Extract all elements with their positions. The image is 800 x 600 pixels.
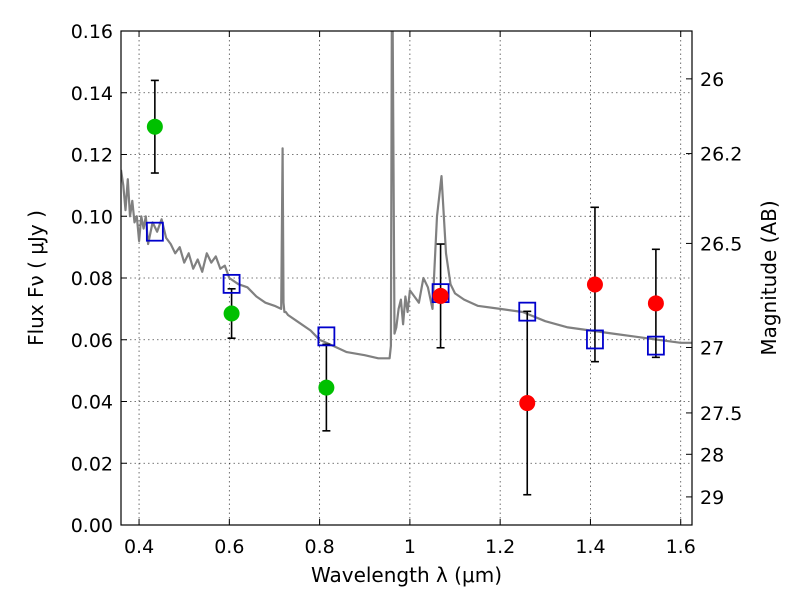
model-photometry-square [317, 326, 336, 347]
y2-tick-label: 26 [700, 69, 724, 91]
y-tick-label: 0.08 [71, 268, 113, 290]
y-tick-label: 0.06 [71, 330, 113, 352]
y-tick-label: 0.14 [71, 83, 113, 105]
y-tick-label: 0.02 [71, 453, 113, 475]
green-data-point [146, 118, 163, 135]
plot-area [121, 31, 692, 496]
x-tick-label: 1 [404, 536, 416, 558]
model-spectrum-line [121, 31, 692, 360]
y-tick-label: 0.00 [71, 515, 113, 537]
y2-tick-label: 27 [700, 337, 724, 359]
red-data-point [586, 276, 603, 293]
y-tick-label: 0.04 [71, 392, 113, 414]
y2-tick-label: 26.2 [700, 144, 742, 166]
x-tick-label: 1.6 [666, 536, 696, 558]
x-tick-label: 0.6 [214, 536, 244, 558]
red-data-point [432, 287, 449, 304]
model-photometry-square [586, 329, 604, 350]
x-tick-label: 1.4 [575, 536, 605, 558]
y-tick-label: 0.10 [71, 206, 113, 228]
red-data-point [647, 295, 664, 312]
model-photometry-square [518, 301, 537, 322]
red-data-point [519, 395, 536, 412]
y-axis-label: Flux Fν ( μJy ) [24, 210, 48, 346]
y2-tick-label: 26.5 [700, 233, 742, 255]
green-data-point [223, 305, 240, 322]
model-photometry-square [145, 221, 164, 242]
y2-tick-label: 29 [700, 487, 724, 509]
y-tick-label: 0.12 [71, 145, 113, 167]
y2-tick-label: 27.5 [700, 403, 742, 425]
y-tick-label: 0.16 [71, 21, 113, 43]
model-photometry-square [646, 335, 665, 356]
x-tick-label: 0.8 [304, 536, 334, 558]
grid [121, 30, 692, 526]
x-tick-label: 0.4 [124, 536, 154, 558]
x-axis-label: Wavelength λ (μm) [311, 563, 502, 587]
green-data-point [318, 379, 335, 396]
model-photometry-square [222, 273, 241, 294]
x-tick-label: 1.2 [485, 536, 515, 558]
y2-tick-label: 28 [700, 444, 724, 466]
axis-ticks: 0.4 0.6 0.8 1 1.2 1.4 1.6 0.00 0.02 0.04 0.06 0.08 0… [71, 21, 743, 558]
secondary-y-axis-label: Magnitude (AB) [757, 200, 781, 355]
